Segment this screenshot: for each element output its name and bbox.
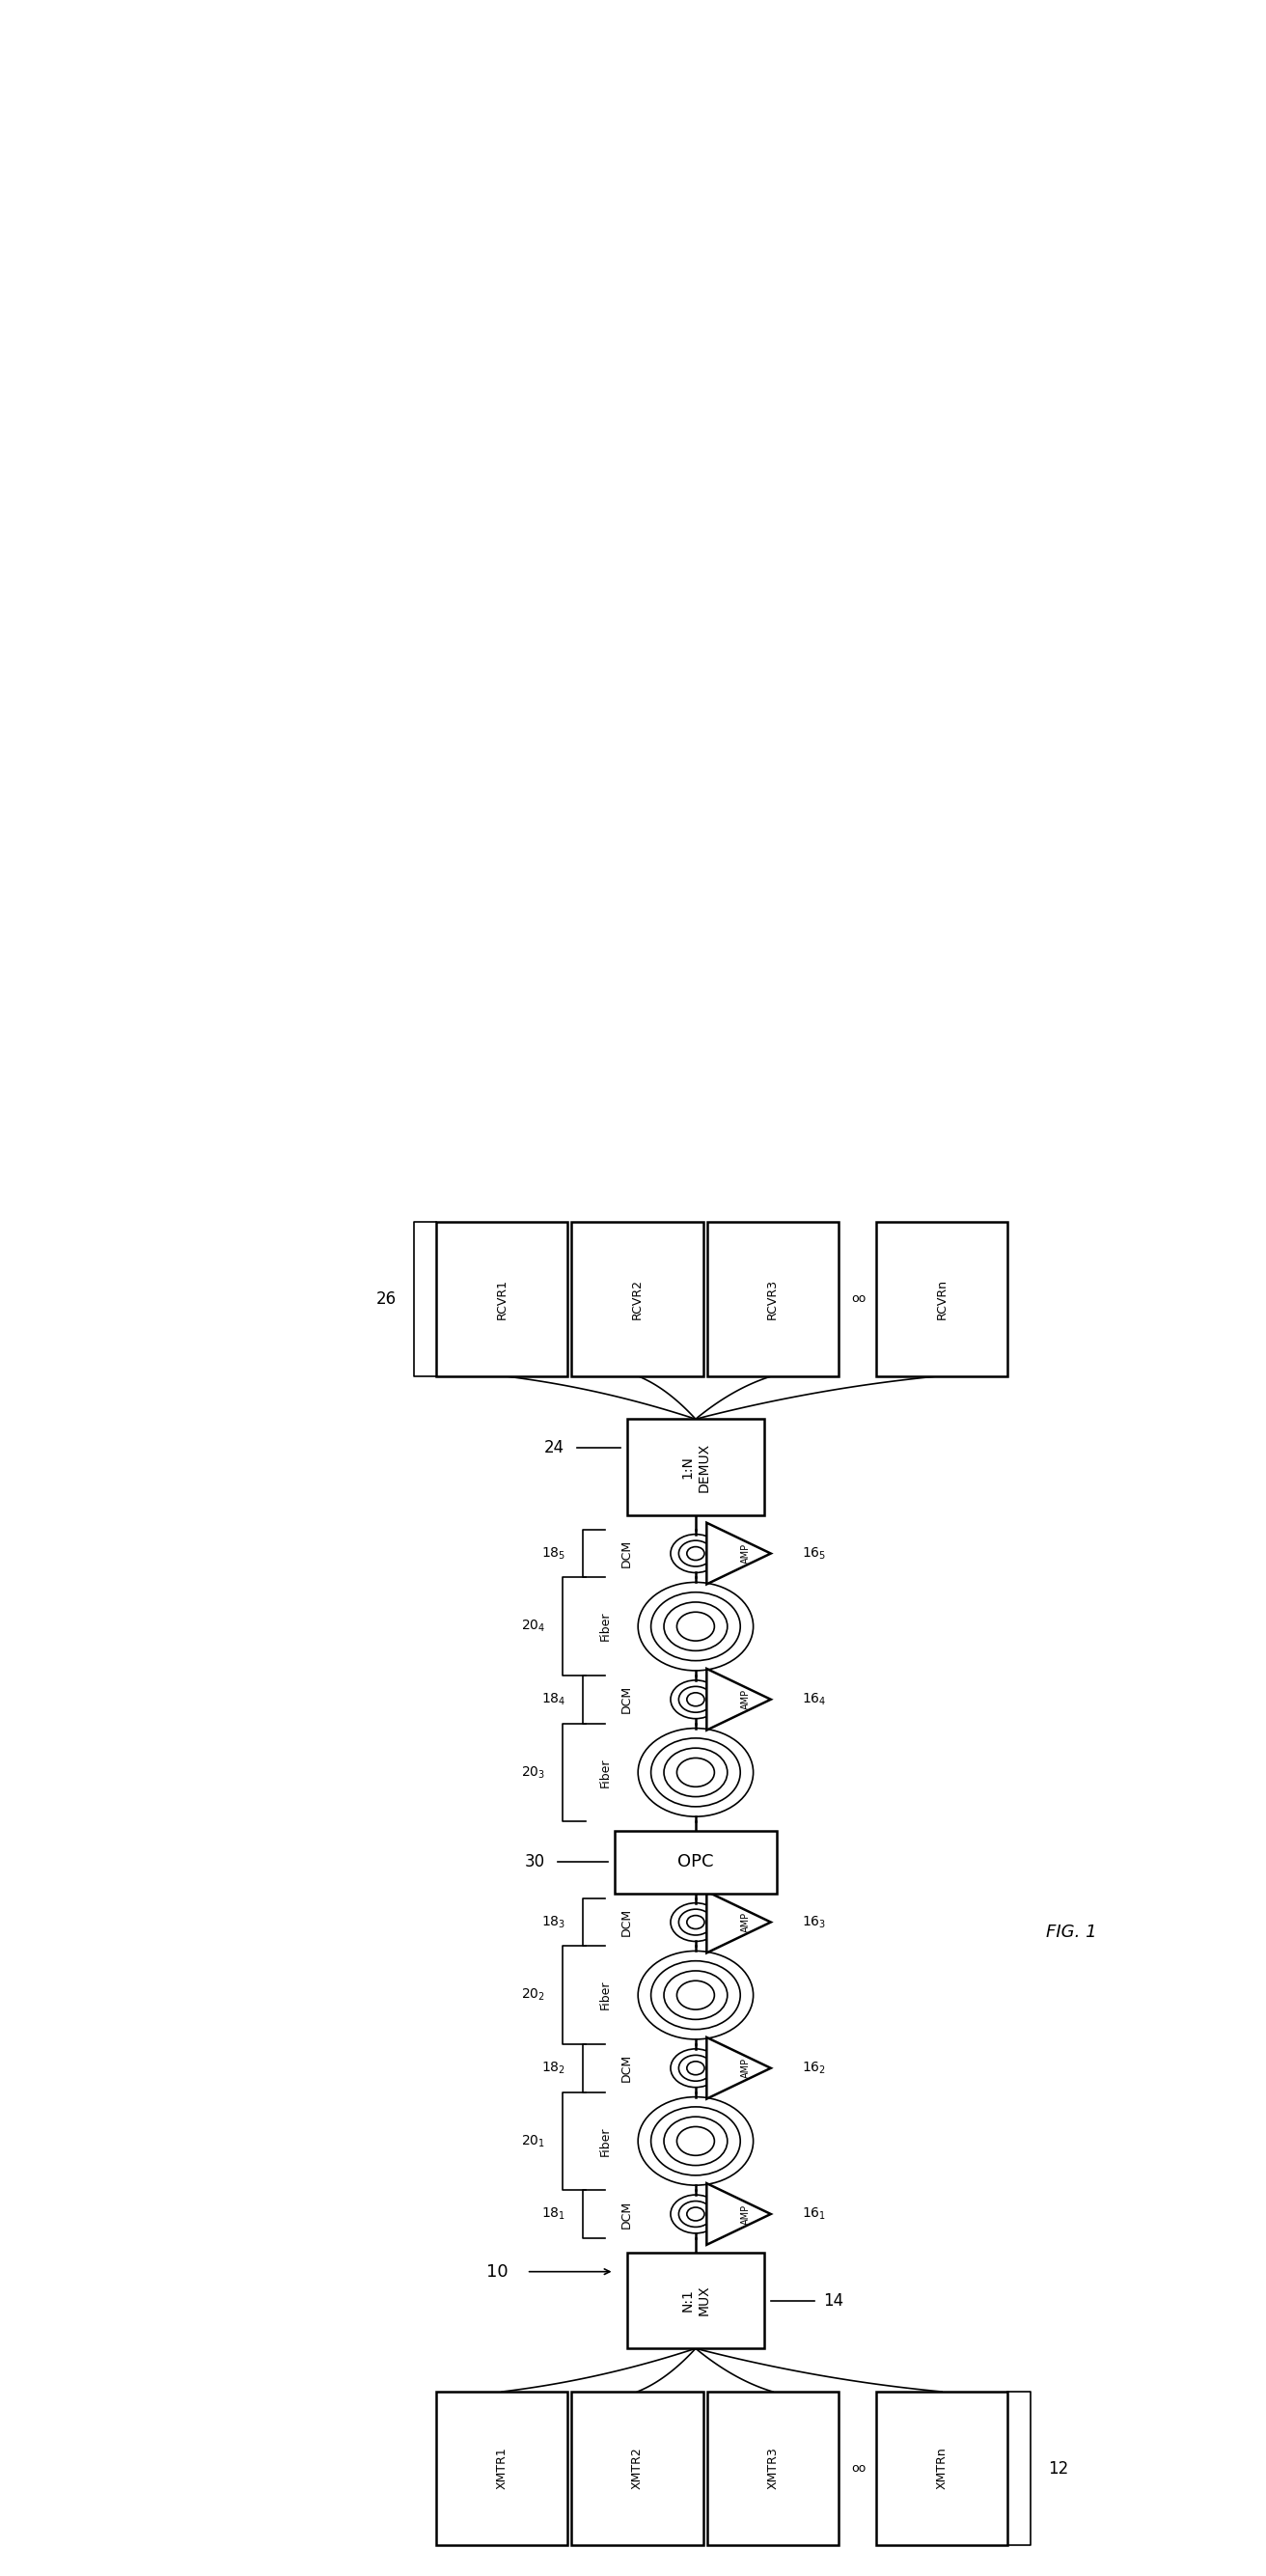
Text: AMP: AMP — [741, 1543, 751, 1564]
Text: FIG. 1: FIG. 1 — [1046, 1924, 1096, 1940]
Polygon shape — [706, 2038, 771, 2099]
Text: $16_1$: $16_1$ — [803, 2205, 827, 2223]
Text: DCM: DCM — [620, 1909, 633, 1937]
Text: Fiber: Fiber — [599, 1757, 611, 1788]
Text: N:1
MUX: N:1 MUX — [681, 2285, 710, 2316]
Text: XMTR3: XMTR3 — [766, 2447, 779, 2488]
Text: Fiber: Fiber — [599, 2125, 611, 2156]
Text: 26: 26 — [376, 1291, 396, 1309]
Text: XMTRn: XMTRn — [936, 2447, 948, 2488]
Bar — [706, 2391, 838, 2545]
Text: 14: 14 — [823, 2293, 843, 2308]
Text: $16_5$: $16_5$ — [803, 1546, 827, 1561]
Text: RCVR1: RCVR1 — [496, 1278, 509, 1319]
Text: 1:N
DEMUX: 1:N DEMUX — [681, 1443, 710, 1492]
Text: $20_3$: $20_3$ — [522, 1765, 546, 1780]
Text: oo: oo — [851, 1293, 866, 1306]
Text: AMP: AMP — [741, 2058, 751, 2079]
Bar — [627, 1419, 765, 1515]
Text: $16_2$: $16_2$ — [803, 2061, 827, 2076]
Bar — [876, 2391, 1008, 2545]
Bar — [706, 1221, 838, 1376]
Text: $16_3$: $16_3$ — [803, 1914, 827, 1929]
Text: DCM: DCM — [620, 1540, 633, 1569]
Text: $18_1$: $18_1$ — [541, 2205, 566, 2223]
Text: $18_4$: $18_4$ — [541, 1692, 566, 1708]
Text: DCM: DCM — [620, 2200, 633, 2228]
Text: $18_3$: $18_3$ — [541, 1914, 566, 1929]
Text: 12: 12 — [1047, 2460, 1069, 2478]
Text: 10: 10 — [486, 2262, 508, 2280]
Text: 30: 30 — [525, 1855, 546, 1870]
Text: DCM: DCM — [620, 1685, 633, 1713]
Polygon shape — [706, 2184, 771, 2244]
Text: oo: oo — [851, 2463, 866, 2476]
Text: RCVRn: RCVRn — [936, 1278, 948, 1319]
Text: $18_2$: $18_2$ — [542, 2061, 566, 2076]
Text: $16_4$: $16_4$ — [803, 1692, 827, 1708]
Bar — [627, 2251, 765, 2349]
Text: RCVR3: RCVR3 — [766, 1278, 779, 1319]
Text: DCM: DCM — [620, 2053, 633, 2081]
Text: AMP: AMP — [741, 2205, 751, 2223]
Polygon shape — [706, 1669, 771, 1731]
Text: $20_2$: $20_2$ — [522, 1986, 546, 2004]
Text: OPC: OPC — [677, 1855, 714, 1870]
Text: AMP: AMP — [741, 1690, 751, 1710]
Bar — [437, 2391, 568, 2545]
Polygon shape — [706, 1522, 771, 1584]
Text: 24: 24 — [543, 1440, 565, 1455]
Bar — [572, 1221, 703, 1376]
Text: XMTR2: XMTR2 — [632, 2447, 643, 2488]
Text: AMP: AMP — [741, 1911, 751, 1932]
Text: Fiber: Fiber — [599, 1981, 611, 2009]
Bar — [614, 1832, 777, 1893]
Text: XMTR1: XMTR1 — [496, 2447, 509, 2488]
Polygon shape — [706, 1891, 771, 1953]
Bar — [437, 1221, 568, 1376]
Text: $20_4$: $20_4$ — [520, 1618, 546, 1633]
Text: $20_1$: $20_1$ — [522, 2133, 546, 2148]
Text: $18_5$: $18_5$ — [541, 1546, 566, 1561]
Bar — [876, 1221, 1008, 1376]
Bar — [572, 2391, 703, 2545]
Text: Fiber: Fiber — [599, 1613, 611, 1641]
Text: RCVR2: RCVR2 — [632, 1278, 643, 1319]
